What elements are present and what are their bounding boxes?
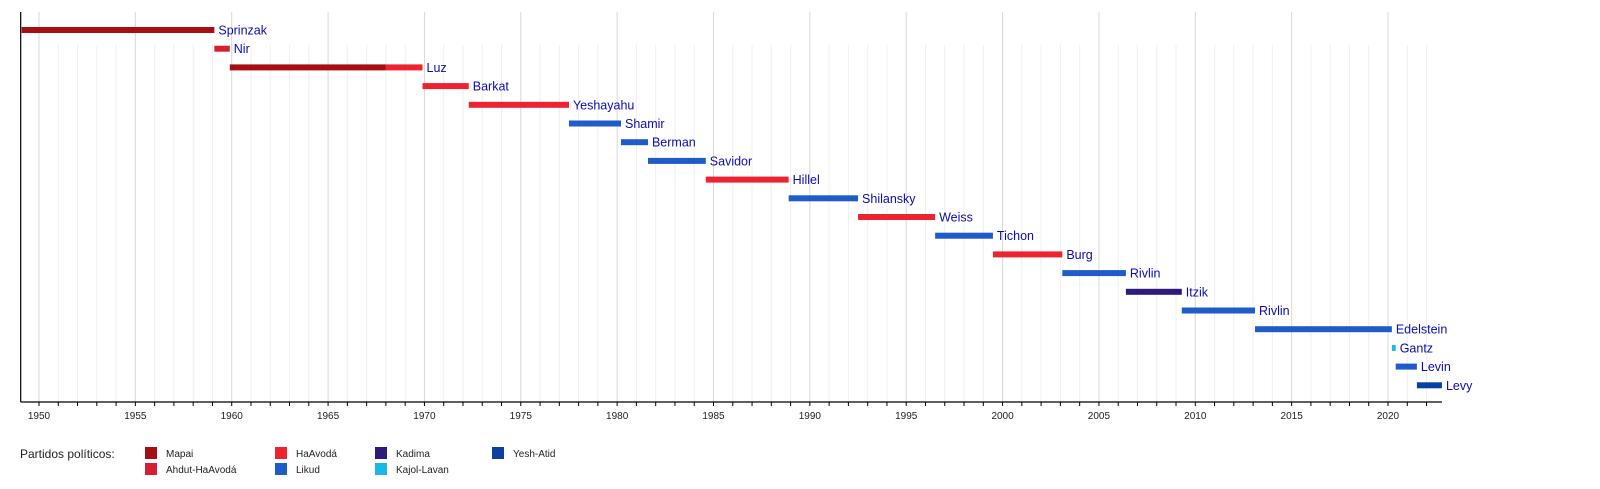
x-tick-label: 1955 xyxy=(124,411,147,422)
legend-swatch xyxy=(145,463,157,475)
speaker-label: Savidor xyxy=(710,154,752,168)
speaker-label: Burg xyxy=(1066,248,1092,262)
speaker-label: Berman xyxy=(652,136,696,150)
x-tick-label: 1980 xyxy=(606,411,629,422)
speaker-bar xyxy=(1391,344,1396,351)
speaker-label: Weiss xyxy=(939,211,973,225)
speaker-bar xyxy=(705,176,789,183)
speaker-bar xyxy=(647,157,706,164)
x-tick-label: 1995 xyxy=(895,411,918,422)
speaker-label: Edelstein xyxy=(1396,323,1447,337)
speaker-label: Shilansky xyxy=(862,192,916,206)
speaker-bar xyxy=(568,120,621,127)
speaker-bar xyxy=(385,64,423,71)
speaker-label: Itzik xyxy=(1186,285,1209,299)
x-tick-label: 1985 xyxy=(702,411,725,422)
speaker-label: Tichon xyxy=(997,229,1034,243)
x-tick-label: 1950 xyxy=(28,411,51,422)
legend-label: Yesh-Atid xyxy=(513,449,555,460)
speaker-bar xyxy=(214,45,230,52)
speaker-label: Barkat xyxy=(473,80,510,94)
speaker-bar xyxy=(858,214,936,220)
speaker-label: Hillel xyxy=(793,173,820,187)
legend-label: Ahdut-HaAvodá xyxy=(166,465,237,476)
x-tick-label: 2000 xyxy=(991,411,1014,422)
speaker-bar xyxy=(992,251,1063,258)
x-tick-label: 1990 xyxy=(799,411,822,422)
legend-swatch xyxy=(375,447,387,459)
speaker-label: Sprinzak xyxy=(218,24,267,38)
legend-swatch xyxy=(375,463,387,475)
legend-swatch xyxy=(275,447,287,459)
x-tick-label: 1960 xyxy=(221,411,244,422)
bars: Sprinzak Nir Luz Barkat Yeshayahu Shamir Berma… xyxy=(21,24,1473,393)
speaker-label: Rivlin xyxy=(1130,267,1161,281)
x-tick-label: 2020 xyxy=(1377,411,1400,422)
speaker-label: Yeshayahu xyxy=(573,98,634,112)
speaker-bar xyxy=(1395,363,1417,370)
speaker-label: Gantz xyxy=(1400,341,1433,355)
speaker-bar xyxy=(229,64,386,71)
legend-label: Kajol-Lavan xyxy=(396,465,449,476)
legend-swatch xyxy=(145,447,157,459)
speaker-bar xyxy=(1125,288,1182,295)
x-tick-label: 1965 xyxy=(317,411,340,422)
legend-title: Partidos políticos: xyxy=(20,447,115,461)
speaker-bar xyxy=(468,101,569,108)
legend-swatch xyxy=(275,463,287,475)
speaker-bar xyxy=(1181,307,1256,314)
speaker-label: Nir xyxy=(234,42,250,56)
grid-lines xyxy=(38,12,1428,402)
speaker-label: Shamir xyxy=(625,117,665,131)
speaker-bar xyxy=(1062,270,1126,277)
legend-label: HaAvodá xyxy=(296,449,337,460)
x-tick-label: 2005 xyxy=(1088,411,1111,422)
legend: Partidos políticos: Mapai Ahdut-HaAvodá Ha… xyxy=(20,447,555,476)
speaker-bar xyxy=(620,139,648,146)
speaker-label: Levin xyxy=(1421,360,1451,374)
speaker-bar xyxy=(422,83,469,90)
speaker-label: Rivlin xyxy=(1259,304,1290,318)
x-tick-label: 1970 xyxy=(413,411,436,422)
speaker-label: Luz xyxy=(427,61,447,75)
speaker-bar xyxy=(788,195,859,202)
legend-swatch xyxy=(492,447,504,459)
legend-label: Mapai xyxy=(166,449,193,460)
x-axis: 1950 1955 1960 1965 1970 1975 1980 1985 1990 1995… xyxy=(20,12,1442,422)
speaker-bar xyxy=(21,27,215,33)
speaker-bar xyxy=(1416,382,1442,389)
x-tick-label: 1975 xyxy=(510,411,533,422)
x-tick-label: 2015 xyxy=(1281,411,1304,422)
speaker-bar xyxy=(1255,326,1392,333)
legend-label: Kadima xyxy=(396,449,430,460)
legend-label: Likud xyxy=(296,465,320,476)
speaker-label: Levy xyxy=(1446,379,1473,393)
x-tick-label: 2010 xyxy=(1184,411,1207,422)
speaker-bar xyxy=(935,232,993,239)
